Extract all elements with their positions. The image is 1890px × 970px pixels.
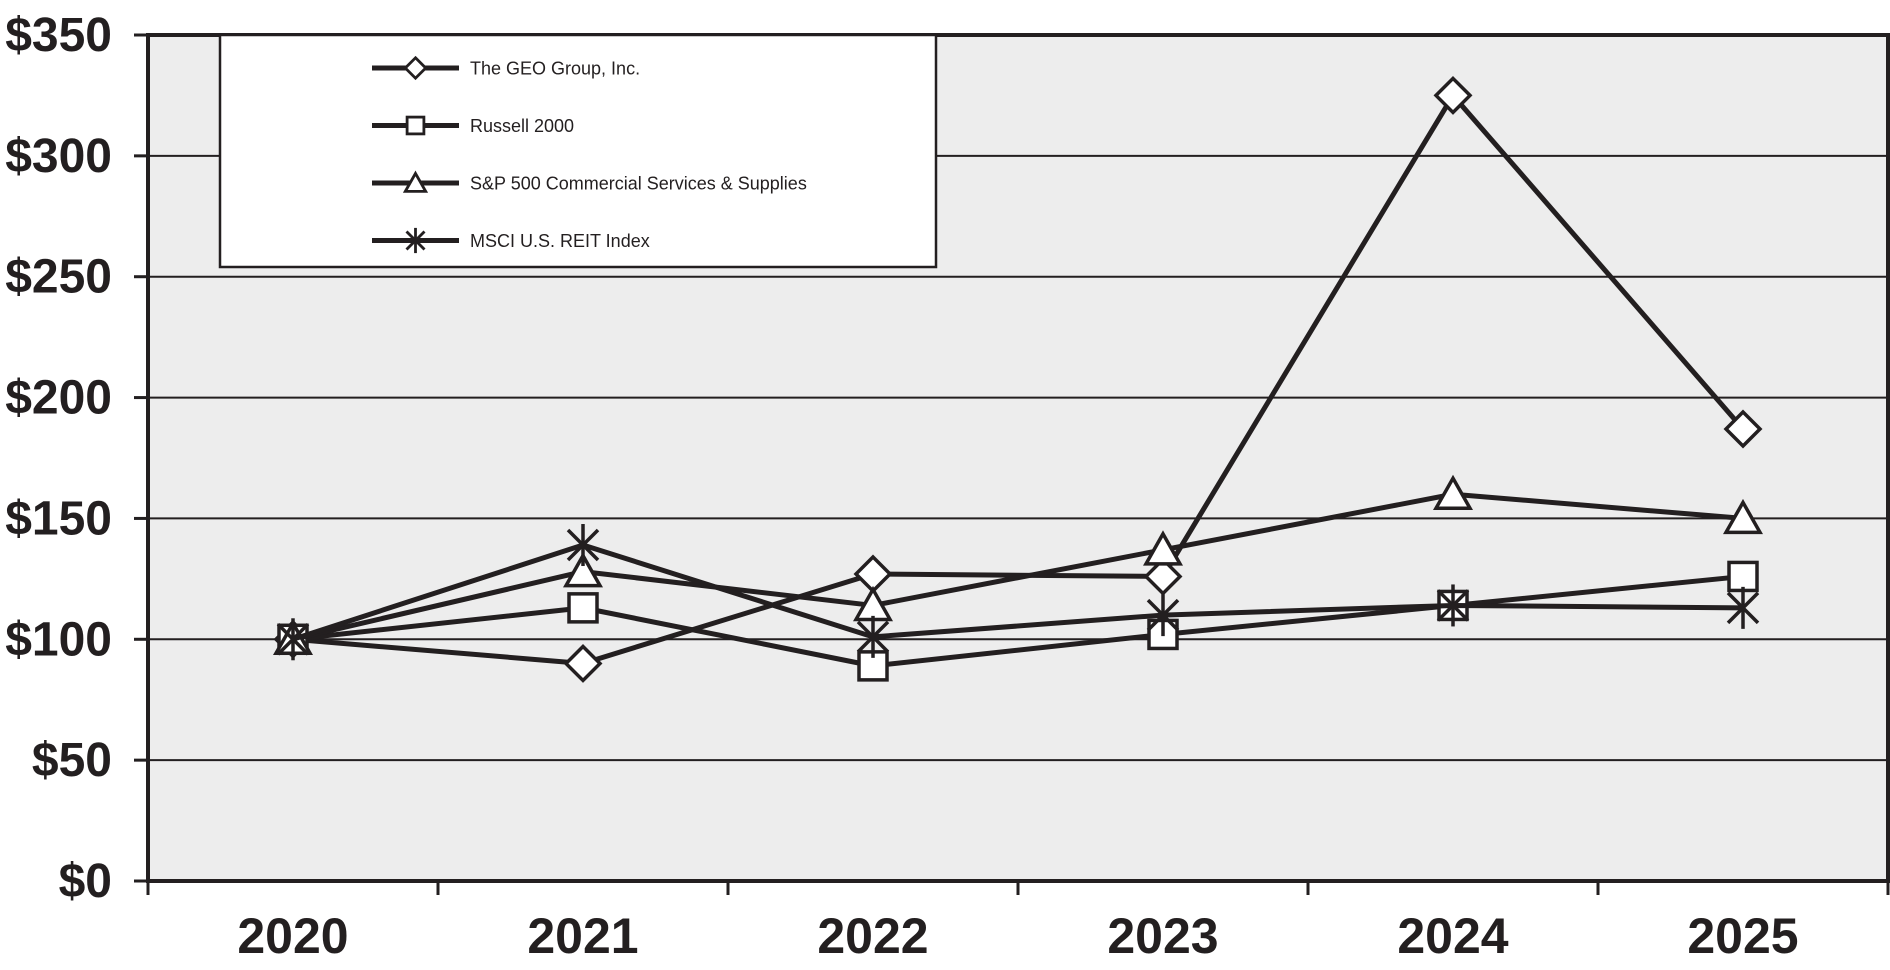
x-axis-label-2024: 2024 [1397,908,1508,964]
star-marker-msci-u-s-reit-index-2021 [566,524,600,567]
legend-item-the-geo-group-inc: The GEO Group, Inc. [372,55,640,81]
triangle-marker-s-p-500-commercial-services-supplies-2021 [562,552,604,588]
x-axis-label-2021: 2021 [527,908,638,964]
x-axis-label-2020: 2020 [237,908,348,964]
star-arm [1146,598,1180,632]
triangle-marker-s-p-500-commercial-services-supplies-2025 [1722,498,1764,535]
data-series-layer [272,75,1764,683]
diamond-marker-the-geo-group-inc-2025 [1723,409,1763,449]
star-arm [1726,591,1760,625]
y-axis-label-0: $0 [59,855,112,908]
star-arm [405,230,426,251]
star-marker-msci-u-s-reit-index-2022 [856,615,890,658]
diamond-marker-the-geo-group-inc-2024 [1433,75,1473,115]
triangle-marker-s-p-500-commercial-services-supplies-2023 [1142,530,1184,566]
x-axis-labels-layer: 2020 2021 2022 2023 2024 2025 [237,908,1798,964]
x-axis-label-2022: 2022 [817,908,928,964]
y-axis-label-300: $300 [5,130,112,183]
star-marker-msci-u-s-reit-index-2020 [276,618,310,661]
y-axis-label-250: $250 [5,251,112,304]
series-line-msci-u-s-reit-index [292,542,1744,642]
legend-label-russell-2000: Russell 2000 [470,116,574,136]
legend-label-msci-u-s-reit-index: MSCI U.S. REIT Index [470,231,650,251]
triangle-marker-s-p-500-commercial-services-supplies-2024 [1432,474,1474,511]
gridlines-layer [148,154,1888,762]
square-marker-russell-2000-2025 [1727,560,1759,593]
y-axis-label-100: $100 [5,613,112,666]
square-marker-legend-russell-2000 [405,115,426,136]
star-arm [566,528,600,562]
star-arm [276,623,310,656]
star-marker-legend-msci-u-s-reit-index [405,227,426,254]
x-axis-label-2023: 2023 [1107,908,1218,964]
legend-label-the-geo-group-inc: The GEO Group, Inc. [470,59,640,79]
legend-item-s-p-500-commercial-services-supplies: S&P 500 Commercial Services & Supplies [372,170,807,194]
diamond-marker-the-geo-group-inc-2023 [1143,556,1183,596]
legend-item-russell-2000: Russell 2000 [372,115,574,136]
star-arm [1436,589,1470,622]
legend-label-s-p-500-commercial-services-supplies: S&P 500 Commercial Services & Supplies [470,174,807,194]
square-marker-russell-2000-2021 [567,592,599,624]
star-arm [856,620,890,654]
y-axis-label-200: $200 [5,372,112,425]
legend-layer: The GEO Group, Inc. Russell 2000 S&P 500 C… [218,33,938,269]
x-axis-label-2025: 2025 [1687,908,1798,964]
diamond-marker-the-geo-group-inc-2021 [563,643,603,683]
series-msci-u-s-reit-index [276,524,1760,661]
y-axis-labels-layer: $0 $50 $100 $150 $200 $250 $300 $350 [5,9,112,908]
star-marker-msci-u-s-reit-index-2024 [1436,584,1470,627]
y-axis-label-350: $350 [5,9,112,62]
series-line-russell-2000 [292,573,1744,669]
star-marker-msci-u-s-reit-index-2023 [1146,594,1180,637]
series-s-p-500-commercial-services-supplies [272,474,1764,656]
axis-ticks-layer [134,33,1890,895]
legend-box [218,33,938,269]
diamond-marker-legend-the-geo-group-inc [403,55,428,81]
legend-item-msci-u-s-reit-index: MSCI U.S. REIT Index [372,227,650,254]
y-axis-label-50: $50 [32,734,112,787]
triangle-marker-legend-s-p-500-commercial-services-supplies [402,170,429,193]
star-marker-msci-u-s-reit-index-2025 [1726,586,1760,629]
series-line-s-p-500-commercial-services-supplies [292,491,1744,642]
y-axis-label-150: $150 [5,492,112,545]
